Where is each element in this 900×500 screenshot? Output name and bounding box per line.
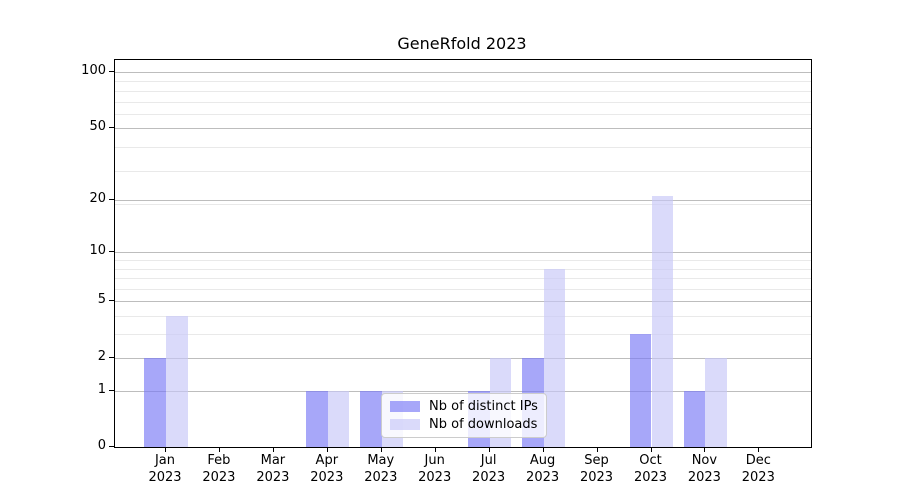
legend-swatch-downloads bbox=[390, 419, 420, 430]
x-tick-mark bbox=[650, 447, 652, 452]
gridline-minor bbox=[115, 334, 811, 336]
bar-distinct-ips-apr bbox=[306, 390, 328, 447]
gridline-minor bbox=[115, 90, 811, 92]
gridline-minor bbox=[115, 268, 811, 270]
gridline-minor bbox=[115, 114, 811, 116]
gridline-minor bbox=[115, 259, 811, 261]
gridline-minor bbox=[115, 278, 811, 279]
gridline-minor bbox=[115, 147, 811, 149]
x-tick-label: Dec 2023 bbox=[741, 453, 775, 485]
gridline-minor bbox=[115, 81, 811, 83]
x-tick-mark bbox=[542, 447, 544, 452]
x-tick-label: Jun 2023 bbox=[418, 453, 452, 485]
gridline-major bbox=[115, 199, 811, 201]
x-tick-label: Oct 2023 bbox=[633, 453, 668, 485]
gridline-major bbox=[115, 390, 811, 392]
y-tick-label: 5 bbox=[97, 292, 106, 308]
x-tick-mark bbox=[165, 447, 166, 452]
gridline-minor bbox=[115, 288, 811, 290]
gridline-major bbox=[115, 127, 811, 129]
bar-distinct-ips-oct bbox=[629, 334, 652, 447]
x-tick-label: Jul 2023 bbox=[472, 453, 506, 485]
legend: Nb of distinct IPs Nb of downloads bbox=[381, 393, 547, 438]
legend-swatch-distinct-ips bbox=[390, 401, 420, 412]
x-tick-label: Jan 2023 bbox=[148, 453, 182, 485]
legend-entry-downloads: Nb of downloads bbox=[390, 417, 538, 432]
gridline-major bbox=[115, 357, 811, 359]
legend-label-downloads: Nb of downloads bbox=[429, 417, 538, 432]
x-tick-label: Sep 2023 bbox=[579, 453, 614, 485]
bar-downloads-nov bbox=[705, 357, 728, 447]
y-tick-label: 0 bbox=[97, 438, 106, 453]
y-tick-mark bbox=[109, 198, 114, 200]
y-tick-mark bbox=[109, 389, 114, 391]
x-tick-mark bbox=[488, 447, 490, 452]
x-tick-label: May 2023 bbox=[364, 453, 398, 485]
y-tick-label: 10 bbox=[89, 243, 106, 259]
x-tick-mark bbox=[380, 447, 382, 452]
gridline-minor bbox=[115, 101, 811, 103]
y-tick-mark bbox=[109, 446, 114, 447]
x-tick-mark bbox=[272, 447, 274, 452]
chart-title: GeneRfold 2023 bbox=[397, 34, 527, 53]
bar-distinct-ips-may bbox=[360, 390, 382, 447]
x-tick-mark bbox=[218, 447, 220, 452]
bar-downloads-apr bbox=[327, 390, 350, 447]
y-tick-label: 100 bbox=[81, 63, 106, 78]
plot-area bbox=[114, 59, 812, 448]
x-tick-label: Nov 2023 bbox=[687, 453, 721, 485]
bar-downloads-aug bbox=[543, 268, 566, 447]
x-tick-mark bbox=[326, 447, 328, 452]
bar-distinct-ips-nov bbox=[683, 390, 706, 447]
x-tick-label: Aug 2023 bbox=[526, 453, 560, 485]
y-tick-label: 2 bbox=[97, 348, 106, 364]
y-tick-label: 20 bbox=[89, 190, 106, 206]
x-tick-mark bbox=[434, 447, 436, 452]
bar-distinct-ips-jan bbox=[144, 357, 166, 447]
x-tick-mark bbox=[704, 447, 706, 452]
gridline-minor bbox=[115, 316, 811, 318]
y-tick-mark bbox=[109, 251, 114, 253]
x-tick-mark bbox=[596, 447, 598, 452]
gridline-major bbox=[115, 252, 811, 254]
y-tick-label: 50 bbox=[89, 118, 106, 134]
x-tick-label: Mar 2023 bbox=[256, 453, 290, 485]
bar-downloads-oct bbox=[651, 195, 674, 447]
y-tick-mark bbox=[109, 300, 114, 302]
legend-entry-distinct-ips: Nb of distinct IPs bbox=[390, 399, 538, 414]
x-tick-label: Feb 2023 bbox=[202, 453, 236, 485]
y-tick-mark bbox=[109, 356, 114, 358]
legend-label-distinct-ips: Nb of distinct IPs bbox=[429, 399, 538, 414]
gridline-minor bbox=[115, 203, 811, 205]
y-tick-mark bbox=[109, 71, 114, 72]
x-tick-label: Apr 2023 bbox=[310, 453, 344, 485]
gridline-major bbox=[115, 301, 811, 303]
bar-downloads-jan bbox=[166, 316, 188, 447]
x-tick-mark bbox=[758, 447, 760, 452]
y-tick-label: 1 bbox=[97, 381, 106, 397]
y-tick-mark bbox=[109, 126, 114, 128]
gridline-major bbox=[115, 72, 811, 73]
gridline-minor bbox=[115, 170, 811, 172]
